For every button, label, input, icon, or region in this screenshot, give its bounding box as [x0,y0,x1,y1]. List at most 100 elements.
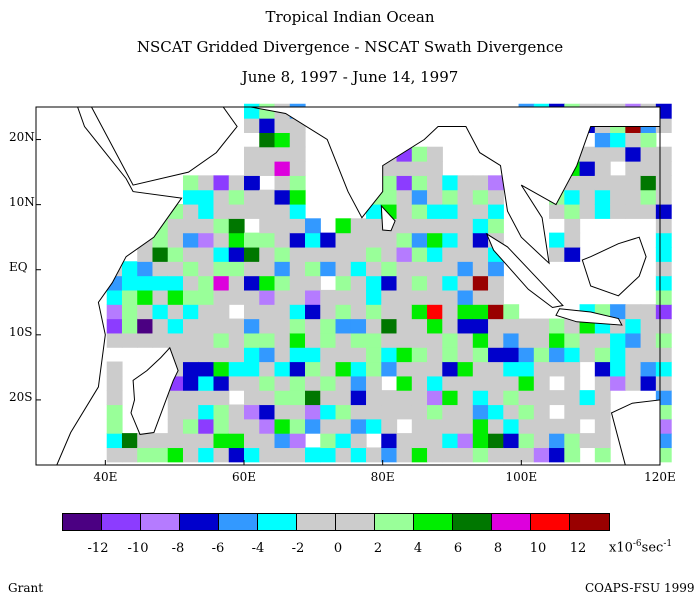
divergence-cell [259,189,276,205]
divergence-cell [213,304,230,320]
sri-lanka-fill [381,205,396,231]
divergence-cell [442,246,459,262]
divergence-cell [106,332,123,348]
divergence-cell [549,390,565,406]
divergence-cell [244,261,260,277]
divergence-cell [182,232,199,248]
divergence-cell [366,361,382,377]
divergence-cell [167,275,184,291]
divergence-cell [594,447,611,463]
colorbar-label: 0 [333,541,343,556]
divergence-cell [610,304,626,320]
divergence-cell [564,232,581,248]
divergence-cell [427,347,443,363]
divergence-cell [396,261,413,277]
divergence-cell [640,189,657,205]
divergence-cell [335,289,352,305]
divergence-cell [457,347,474,363]
divergence-cell [640,347,657,363]
divergence-cell [167,218,184,234]
divergence-cell [366,232,382,248]
y-tick-label: 10N [9,194,35,209]
divergence-cell [121,289,138,305]
divergence-cell [457,361,474,377]
divergence-cell [350,318,367,334]
divergence-cell [411,390,428,406]
divergence-cell [213,275,230,291]
divergence-cell [488,318,504,334]
divergence-cell [228,261,245,277]
divergence-cell [381,418,398,434]
divergence-cell [594,418,611,434]
divergence-cell [289,146,306,162]
divergence-cell [274,433,291,449]
divergence-cell [259,261,276,277]
divergence-cell [244,418,260,434]
divergence-cell [396,289,413,305]
divergence-cell [198,175,215,191]
divergence-cell [442,218,459,234]
divergence-cell [442,203,459,219]
divergence-cell [503,304,520,320]
divergence-cell [396,361,413,377]
divergence-cell [427,418,443,434]
divergence-cell [625,332,642,348]
divergence-cell [381,332,398,348]
divergence-cell [244,347,260,363]
divergence-cell [396,304,413,320]
divergence-cell [167,332,184,348]
sumatra-coastline [485,232,564,309]
divergence-cell [457,218,474,234]
divergence-cell [335,433,352,449]
divergence-cell [198,433,215,449]
divergence-cell [396,433,413,449]
divergence-cell [259,161,276,176]
divergence-cell [274,332,291,348]
divergence-cell [488,289,504,305]
divergence-cell [152,275,169,291]
divergence-cell [182,246,199,262]
divergence-cell [610,132,626,148]
divergence-cell [640,304,657,320]
divergence-cell [366,275,382,291]
divergence-cell [488,375,504,391]
divergence-cell [167,447,184,463]
divergence-cell [442,261,459,277]
divergence-cell [366,447,382,463]
divergence-cell [335,232,352,248]
divergence-cell [167,289,184,305]
divergence-cell [549,332,565,348]
madagascar-fill [131,347,179,435]
divergence-cell [228,189,245,205]
divergence-cell [411,447,428,463]
divergence-cell [381,318,398,334]
divergence-cell [655,246,672,262]
divergence-cell [289,347,306,363]
divergence-cell [488,203,504,219]
divergence-cell [106,289,123,305]
divergence-cell [259,246,276,262]
divergence-cell [549,203,565,219]
divergence-cell [274,289,291,305]
divergence-cell [625,304,642,320]
divergence-cell [610,332,626,348]
title-line-1: Tropical Indian Ocean [265,8,435,26]
divergence-cell [396,203,413,219]
divergence-cell [472,218,489,234]
divergence-cell [182,261,199,277]
divergence-cell [488,275,504,291]
divergence-cell [305,404,321,420]
africa-fill [36,107,182,465]
divergence-cell [335,304,352,320]
divergence-cell [427,161,443,176]
divergence-cell [472,304,489,320]
divergence-cell [244,375,260,391]
divergence-cell [182,347,199,363]
divergence-cell [213,203,230,219]
divergence-cell [457,375,474,391]
divergence-cell [137,289,154,305]
divergence-cell [549,433,565,449]
y-tick-label: 10S [9,324,33,339]
divergence-cell [244,175,260,191]
divergence-cell [244,189,260,205]
